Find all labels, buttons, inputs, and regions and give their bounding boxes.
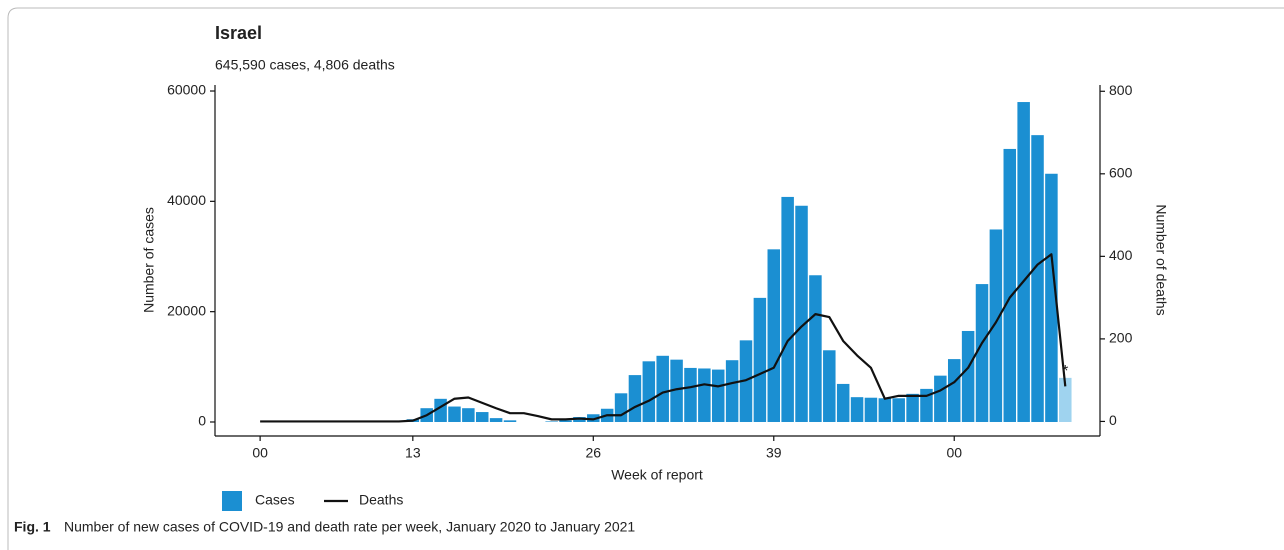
bar — [781, 196, 794, 422]
bar — [698, 368, 711, 422]
bar — [1059, 377, 1072, 422]
x-tick-label: 00 — [946, 445, 962, 461]
y-tick-label: 0 — [198, 413, 206, 429]
bar — [628, 375, 642, 422]
bar — [1045, 173, 1058, 422]
bar — [545, 421, 558, 422]
caption-label: Fig. 1 — [14, 519, 51, 535]
caption: Number of new cases of COVID-19 and deat… — [64, 519, 635, 535]
bar — [475, 412, 489, 422]
y2-tick-label: 800 — [1109, 82, 1133, 98]
bar — [1017, 102, 1030, 422]
bar — [961, 330, 975, 422]
x-tick-label: 26 — [586, 445, 602, 461]
bar — [850, 397, 864, 422]
y-tick-label: 60000 — [167, 82, 206, 98]
annotation: * — [1062, 363, 1068, 380]
bar — [795, 205, 808, 422]
subtitle: 645,590 cases, 4,806 deaths — [215, 57, 395, 73]
y2-tick-label: 0 — [1109, 412, 1117, 428]
chart-title: Israel — [215, 23, 262, 43]
bar — [1031, 135, 1044, 422]
x-tick-label: 13 — [405, 445, 421, 461]
y2-tick-label: 400 — [1109, 247, 1133, 263]
bar — [823, 350, 836, 422]
bar — [725, 360, 739, 422]
bar — [1003, 148, 1017, 422]
bar — [670, 359, 683, 422]
y2-axis-title: Number of deaths — [1153, 204, 1169, 315]
bar — [934, 375, 947, 422]
y-tick-label: 40000 — [167, 192, 206, 208]
y-axis-title: Number of cases — [141, 207, 157, 313]
bar — [489, 418, 503, 422]
frame — [7, 7, 1284, 550]
legend-swatch — [222, 491, 242, 511]
bar — [892, 398, 905, 422]
bar — [503, 420, 517, 422]
y2-tick-label: 600 — [1109, 165, 1133, 181]
bar — [642, 361, 656, 422]
bar — [767, 249, 781, 422]
bar — [614, 393, 628, 422]
bar — [906, 393, 919, 422]
bar — [559, 420, 572, 422]
bar — [711, 369, 725, 422]
x-tick-label: 39 — [766, 445, 782, 461]
bar — [684, 367, 697, 422]
bar — [920, 388, 933, 422]
bar — [947, 359, 961, 422]
bar — [836, 383, 850, 422]
bar — [656, 355, 669, 422]
x-axis-title: Week of report — [611, 467, 703, 483]
bar — [448, 406, 461, 422]
bar — [878, 398, 892, 422]
line — [260, 253, 1067, 423]
y-tick-label: 20000 — [167, 302, 206, 318]
bar — [809, 275, 822, 422]
bar — [864, 397, 878, 422]
legend-label: Deaths — [359, 492, 403, 508]
y2-tick-label: 200 — [1109, 330, 1133, 346]
bar — [989, 229, 1003, 422]
bar — [587, 414, 600, 422]
bar — [975, 284, 989, 422]
x-tick-label: 00 — [252, 445, 268, 461]
bar — [462, 408, 475, 422]
bar — [753, 297, 767, 422]
legend-label: Cases — [255, 492, 295, 508]
